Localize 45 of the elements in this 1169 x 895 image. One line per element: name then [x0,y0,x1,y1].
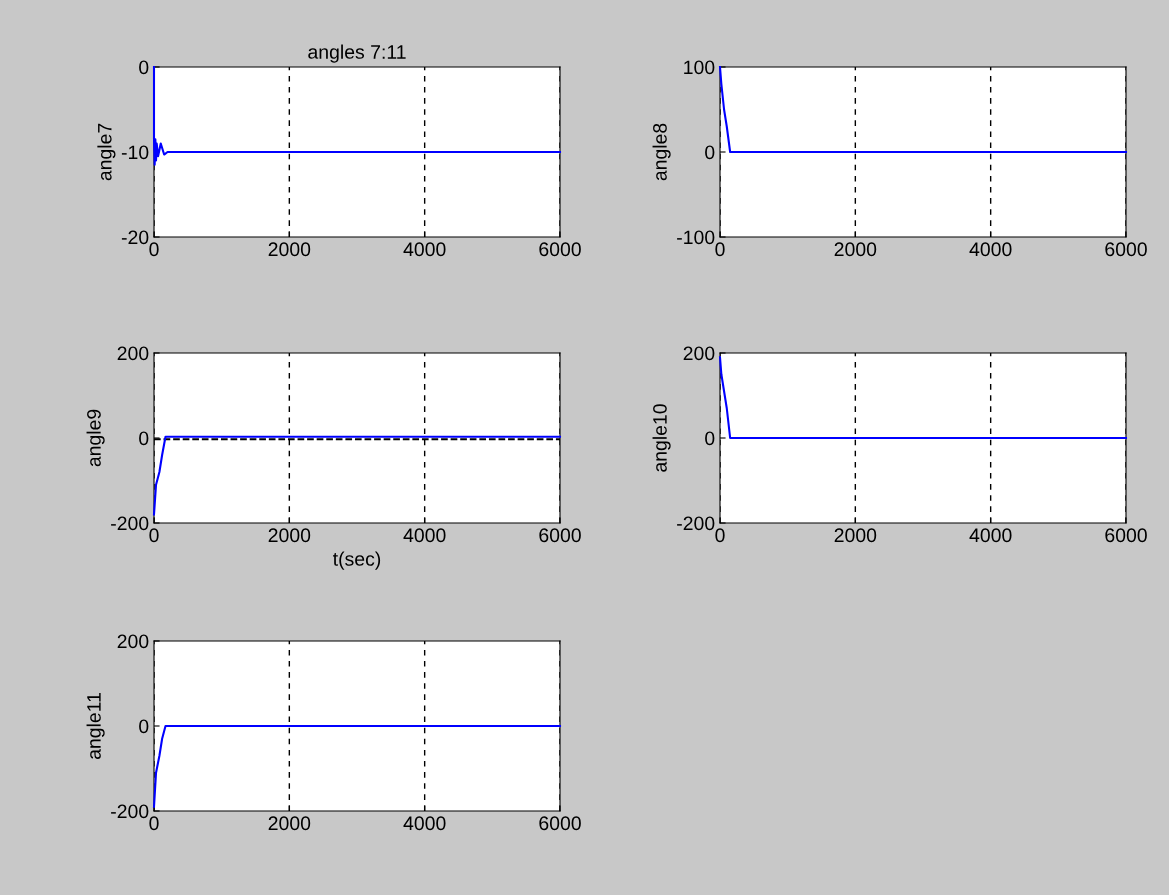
x-tick-label: 2000 [834,528,877,543]
y-axis-title: angle7 [97,123,116,181]
line-series [152,724,562,808]
y-tick-label: -200 [111,804,149,819]
y-tick-label: 0 [139,719,149,734]
x-tick-label: 6000 [1105,528,1147,543]
x-tick-label: 6000 [539,528,581,543]
y-tick-label: 0 [705,145,715,160]
y-axis-title: angle11 [86,693,105,760]
x-tick-label: 4000 [969,528,1012,543]
x-tick-label: 0 [715,528,725,543]
y-tick-label: 200 [683,346,715,361]
x-tick-label: 6000 [539,242,581,257]
chart-title: angles 7:11 [308,44,406,63]
y-tick-label: -20 [121,230,149,245]
x-tick-label: 2000 [834,242,877,257]
x-tick-label: 0 [715,242,725,257]
x-tick-label: 2000 [268,528,311,543]
y-tick-label: 0 [139,431,149,446]
y-tick-label: -10 [121,145,149,160]
y-tick-label: 0 [705,431,715,446]
x-axis-title: t(sec) [332,551,381,570]
y-axis-title: angle8 [652,123,671,181]
x-tick-label: 4000 [969,242,1012,257]
y-tick-label: 0 [139,60,149,75]
x-tick-label: 2000 [268,242,311,257]
x-tick-label: 0 [149,816,159,831]
x-tick-label: 6000 [539,816,581,831]
x-tick-label: 4000 [403,816,446,831]
x-tick-label: 2000 [268,816,311,831]
y-tick-label: -200 [677,516,715,531]
x-tick-label: 6000 [1105,242,1147,257]
y-tick-label: 100 [684,60,715,75]
y-tick-label: 200 [117,346,149,361]
x-tick-label: 0 [149,242,159,257]
line-series [152,435,562,516]
x-tick-label: 4000 [403,242,446,257]
x-tick-label: 0 [149,528,159,543]
y-tick-label: 200 [117,634,149,649]
x-tick-label: 4000 [403,528,446,543]
y-axis-title: angle10 [652,404,671,472]
y-tick-label: -100 [677,230,715,245]
y-axis-title: angle9 [86,409,105,467]
y-tick-label: -200 [111,516,149,531]
line-series [718,356,1128,440]
